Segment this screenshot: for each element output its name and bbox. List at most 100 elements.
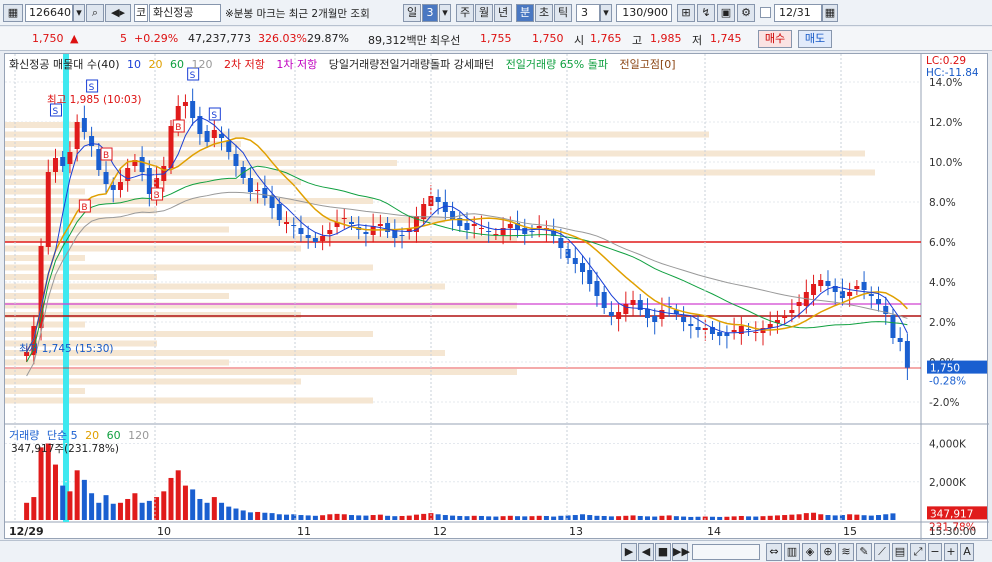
amount: 89,312백만 [368,34,427,47]
volume-bar [233,508,239,520]
volume-profile-bar [5,283,445,290]
volume-bar [67,491,73,520]
zoom-out-icon[interactable]: − [928,543,942,561]
indicator-icon[interactable]: ⊕ [820,543,836,561]
vol-tag-pct: 231.78% [929,521,976,533]
tab-3[interactable]: 3 [422,4,438,22]
change-value: 5 [120,32,127,45]
calendar-icon[interactable]: ▦ [822,4,838,22]
layout-icon[interactable]: ▤ [892,543,908,561]
candle-body [659,310,665,319]
candle-body [262,188,268,198]
volume-profile-bar [5,369,517,375]
volume-bar [601,515,607,520]
zoom-in-icon[interactable]: + [944,543,958,561]
volume-bar [760,516,766,520]
play-icon[interactable]: ▶ [621,543,637,561]
checkbox[interactable] [760,7,771,18]
volume-bar [825,515,831,520]
candle-body [738,326,744,334]
tab-day[interactable]: 일 [403,4,421,22]
candle-body [847,292,853,296]
dropdown-icon[interactable]: ▾ [73,4,85,22]
price-chart[interactable]: 14.0%12.0%10.0%8.0%6.0%4.0%2.0%0.0%-2.0%… [5,54,989,540]
tool-icon[interactable]: ⊞ [677,4,695,22]
fast-forward-icon[interactable]: ▶▶ [672,543,690,561]
volume-bar [551,516,557,520]
chart-area[interactable]: 14.0%12.0%10.0%8.0%6.0%4.0%2.0%0.0%-2.0%… [4,53,989,540]
candle-body [883,306,889,314]
volume-bar [385,515,391,520]
trade-marker-box [172,119,185,133]
volume-bar [190,489,196,520]
volume-profile-bar [5,340,157,347]
range-icon[interactable]: ⇔ [766,543,782,561]
draw-icon[interactable]: ✎ [856,543,872,561]
volume-bar [500,516,506,520]
y-tick-label: 6.0% [929,237,956,249]
tab-month[interactable]: 월 [475,4,493,22]
chart-type-icon[interactable]: ▥ [784,543,800,561]
buy-button[interactable]: 매수 [758,30,792,48]
code-input[interactable]: 126640 [25,4,73,22]
volume-bar [175,470,181,520]
trade-marker-box [86,79,99,93]
candle-body [67,152,73,164]
volume-profile-bar [5,378,301,385]
candle-body [363,232,369,234]
date-field[interactable]: 12/31 [774,4,822,22]
candle-body [399,235,405,236]
dropdown-icon[interactable]: ▾ [600,4,612,22]
compare-icon[interactable]: ≋ [838,543,854,561]
dropdown-icon[interactable]: ▾ [439,4,451,22]
expand-icon[interactable]: ⤢ [910,543,926,561]
sell-button[interactable]: 매도 [798,30,832,48]
font-icon[interactable]: A [960,543,974,561]
legend-pattern: 당일거래량전일거래량돌파 강세패턴 [328,58,495,71]
vol-label: 거래량 [9,429,40,442]
candle-body [796,302,802,306]
candle-body [377,224,383,226]
low-label: 저 [692,34,703,47]
speaker-icon[interactable]: ◀▸ [105,4,131,22]
tab-tick[interactable]: 틱 [554,4,572,22]
search-icon[interactable]: ⌕ [86,4,104,22]
price-tag-box [927,360,987,374]
volume-bar [356,515,362,520]
grid-icon[interactable]: ▦ [3,4,23,22]
volume-bar [240,510,246,520]
volume-profile-bar [5,122,85,128]
scroll-slider[interactable] [692,544,760,560]
chart-tool-icon[interactable]: ↯ [697,4,715,22]
tab-minute[interactable]: 분 [516,4,534,22]
save-icon[interactable]: ▣ [717,4,735,22]
candle-body [219,134,225,138]
lc-label: LC:0.29 [926,55,967,67]
stock-name-field[interactable]: 화신정공 [149,4,221,22]
volume-profile-bar [5,397,373,404]
candle-body [348,222,354,224]
tab-week[interactable]: 주 [456,4,474,22]
tab-second[interactable]: 초 [535,4,553,22]
volume-bar [536,515,542,520]
candle-body [89,136,95,146]
stop-icon[interactable]: ■ [655,543,671,561]
candle-body [334,222,340,227]
step-icon[interactable]: ◀ [638,543,654,561]
candle-body [52,158,58,172]
candle-body [298,228,304,234]
candle-body [890,315,896,338]
count-field[interactable]: 130/900 [616,4,672,22]
tab-year[interactable]: 년 [494,4,512,22]
overlay-icon[interactable]: ◈ [802,543,818,561]
gear-icon[interactable]: ⚙ [737,4,755,22]
volume-bar [182,485,188,520]
ma-10-line [26,116,908,353]
interval-select[interactable]: 3 [576,4,600,22]
volume-bar [644,516,650,520]
trade-marker-box [100,147,113,161]
trend-icon[interactable]: ⟋ [874,543,890,561]
volume-profile-bar [5,188,85,195]
candle-body [478,228,484,229]
x-tick-label: 10 [157,525,171,538]
